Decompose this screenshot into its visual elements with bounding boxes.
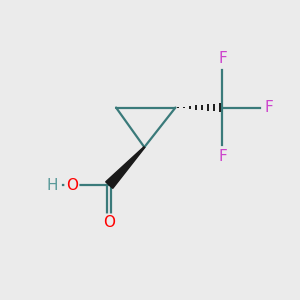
Text: H: H (47, 178, 58, 193)
Polygon shape (106, 147, 145, 188)
Text: O: O (103, 215, 115, 230)
Text: F: F (264, 100, 273, 115)
Text: O: O (66, 178, 78, 193)
Text: F: F (218, 149, 227, 164)
Text: F: F (218, 51, 227, 66)
